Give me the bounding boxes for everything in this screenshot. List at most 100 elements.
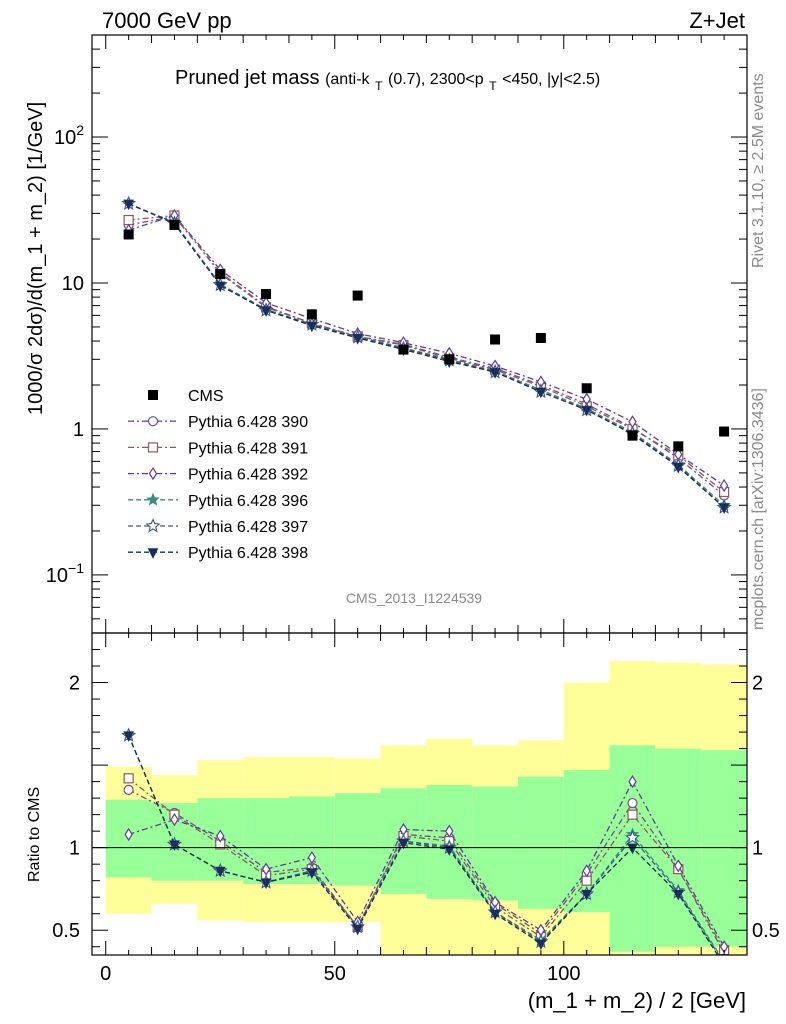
- data-point: [352, 290, 363, 301]
- ratio-series-point: [214, 866, 226, 878]
- ratio-series-point: [306, 868, 318, 880]
- header-left: 7000 GeV pp: [102, 8, 232, 33]
- top-y-tick-label: 102: [54, 122, 84, 149]
- chart-title: Pruned jet mass (anti-k T (0.7), 2300<p …: [175, 67, 600, 95]
- legend: CMS Pythia 6.428 390 Pythia 6.428 391 Pythi…: [128, 388, 308, 562]
- legend-marker: [145, 518, 161, 533]
- ratio-series-line: [128, 789, 725, 954]
- ratio-y-tick-label: 1: [69, 838, 80, 860]
- ratio-series-point: [582, 864, 591, 878]
- ratio-band-inner: [334, 793, 381, 886]
- top-y-tick-label: 1: [73, 419, 84, 441]
- top-series-line: [128, 214, 725, 487]
- ratio-y-axis-label: Ratio to CMS: [26, 787, 43, 882]
- top-series-line: [128, 202, 725, 506]
- top-series-line: [128, 203, 725, 508]
- ratio-series-point: [260, 878, 272, 889]
- top-series-point: [672, 462, 684, 474]
- data-point: [398, 344, 409, 355]
- data-point: [261, 289, 272, 300]
- ratio-series-point: [627, 843, 638, 855]
- ratio-series-point: [535, 939, 547, 951]
- x-tick-label: 0: [100, 963, 111, 985]
- rivet-version-label: Rivet 3.1.10, ≥ 2.5M events: [750, 73, 767, 268]
- top-series-point: [535, 387, 547, 399]
- x-axis-label: (m_1 + m_2) / 2 [GeV]: [528, 988, 746, 1013]
- top-series-line: [128, 203, 725, 508]
- legend-label: Pythia 6.428 392: [188, 467, 308, 484]
- top-series-point: [352, 333, 363, 345]
- ratio-series-point: [723, 954, 725, 955]
- legend-label: Pythia 6.428 398: [188, 545, 308, 562]
- chart-subtitle-e: <450, |y|<2.5): [502, 71, 600, 88]
- ratio-series-point: [352, 924, 363, 936]
- legend-marker: [147, 442, 159, 453]
- ratio-y-tick-label: 2: [69, 673, 80, 695]
- data-point: [490, 334, 501, 345]
- ratio-bands: [105, 661, 747, 955]
- ratio-series-line: [128, 735, 719, 955]
- ratio-band-inner: [517, 776, 564, 909]
- ratio-series-point: [628, 774, 637, 789]
- ratio-series-point: [672, 889, 684, 901]
- ratio-series-point: [398, 838, 409, 850]
- top-series-point: [489, 368, 501, 379]
- legend-marker: [148, 390, 158, 400]
- ratio-series-point: [170, 812, 179, 827]
- top-series-line: [128, 215, 725, 497]
- ratio-band-inner: [472, 786, 518, 901]
- top-series-line: [128, 214, 725, 493]
- data-point: [627, 430, 638, 441]
- ratio-panel-frame: [91, 632, 748, 956]
- legend-marker: [146, 492, 160, 506]
- top-series-point: [718, 503, 730, 515]
- x-tick-label: 100: [547, 963, 580, 985]
- data-point: [306, 309, 317, 320]
- top-series-point: [214, 281, 226, 293]
- top-y-tick-label: 10: [62, 273, 84, 295]
- ratio-series-point: [169, 840, 180, 851]
- top-panel-frame: [91, 34, 748, 634]
- ratio-series-point: [674, 859, 683, 873]
- top-series-point: [123, 214, 134, 226]
- data-point: [215, 269, 226, 280]
- legend-label: Pythia 6.428 391: [188, 440, 308, 457]
- legend-marker: [148, 466, 158, 481]
- header-right: Z+Jet: [689, 8, 745, 33]
- ratio-series-point: [718, 957, 730, 969]
- top-series-point: [581, 405, 592, 417]
- ratio-y-tick-label-right: 0.5: [752, 920, 780, 942]
- top-series-point: [306, 321, 318, 333]
- top-y-axis-label: 1000/σ 2dσ)/d(m_1 + m_2) [1/GeV]: [25, 102, 47, 415]
- data-point: [719, 426, 730, 437]
- ratio-series-point: [123, 773, 134, 784]
- axis-ticks: [92, 34, 748, 955]
- ratio-series-point: [581, 875, 592, 886]
- top-series-point: [260, 306, 272, 317]
- chart-subtitle-d: T: [489, 79, 497, 93]
- x-tick-label: 50: [324, 963, 346, 985]
- top-series-group: [121, 195, 732, 515]
- data-point: [535, 332, 546, 343]
- ratio-series-point: [123, 731, 134, 742]
- top-series-point: [123, 199, 134, 211]
- ratio-series-point: [581, 889, 592, 901]
- legend-label: CMS: [188, 388, 224, 405]
- data-point: [673, 441, 684, 452]
- analysis-id: CMS_2013_I1224539: [346, 590, 482, 606]
- top-y-tick-label: 10−1: [46, 560, 84, 587]
- ratio-series-point: [216, 829, 225, 843]
- data-point: [581, 383, 592, 394]
- legend-label: Pythia 6.428 397: [188, 519, 308, 536]
- ratio-series-group: [121, 727, 730, 969]
- axis-tick-labels: 0 50 100 10−1 1 10 102 0.5 0.5 1 1 2 2: [46, 122, 780, 985]
- legend-marker: [147, 548, 159, 559]
- top-series-point: [719, 478, 729, 493]
- data-point: [444, 354, 455, 365]
- ratio-series-point: [445, 824, 454, 838]
- ratio-series-point: [123, 784, 134, 795]
- chart-subtitle-c: (0.7), 2300<p: [388, 71, 484, 88]
- chart-title-main: Pruned jet mass: [175, 67, 320, 89]
- ratio-series-point: [627, 797, 638, 809]
